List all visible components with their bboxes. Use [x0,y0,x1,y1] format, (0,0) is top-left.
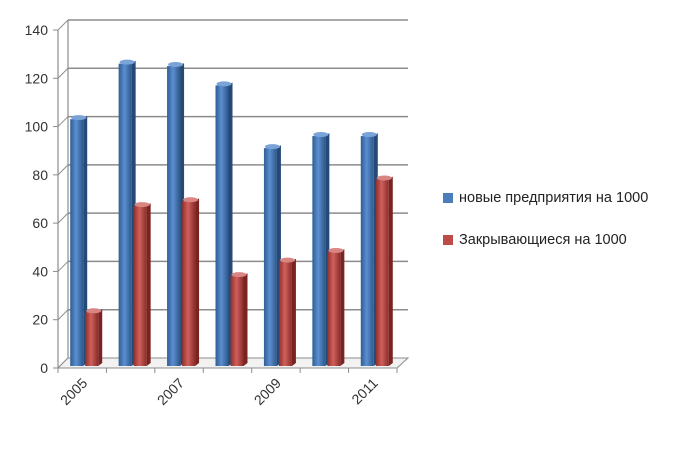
y-tick-label: 80 [32,167,48,183]
gridline-40 [57,261,69,272]
bar-new-2011 [360,132,378,366]
bar-new-2009 [263,144,281,366]
y-tick-label: 60 [32,215,48,231]
y-tick-label: 20 [32,312,48,328]
gridline-20 [57,309,69,321]
legend-swatch-red [443,235,453,245]
y-tick-label: 140 [25,22,49,38]
y-tick-label: 40 [32,263,48,279]
bars [70,59,393,367]
x-tick-label-2009: 2009 [251,375,284,408]
x-tick-label-2007: 2007 [154,375,187,408]
gridline-140 [57,19,69,31]
bar-closing-2010 [327,247,345,366]
legend-item-new-enterprises: новые предприятия на 1000 [443,186,673,210]
legend-item-closing: Закрывающиеся на 1000 [443,228,673,252]
bar-closing-2009 [278,257,296,366]
bar-closing-2005 [85,308,103,366]
y-axis-tick-labels: 0 20 40 60 80 100 120 140 [25,22,58,376]
bar-new-2005 [70,115,88,367]
left-wall-edge [57,20,69,369]
legend: новые предприятия на 1000 Закрывающиеся … [443,186,673,252]
y-tick-label: 0 [40,360,48,376]
y-tick-label: 100 [25,119,49,135]
bar-new-2010 [312,132,330,366]
gridline-120 [57,67,69,79]
bar-new-2007 [167,62,185,367]
legend-label-closing: Закрывающиеся на 1000 [459,232,627,248]
gridline-60 [57,212,69,224]
x-tick-label-2011: 2011 [348,375,381,408]
bar-new-2008 [215,81,233,366]
legend-swatch-blue [443,193,453,203]
bar-closing-2007 [182,197,200,366]
x-tick-label-2005: 2005 [57,375,90,408]
bar-closing-2008 [230,272,248,366]
x-axis-tick-labels: 2005 2007 2009 2011 [57,368,398,408]
gridline-100 [57,116,69,127]
legend-label-new-enterprises: новые предприятия на 1000 [459,190,649,206]
bar-closing-2006 [133,202,151,366]
bar-closing-2011 [375,175,393,366]
gridline-80 [57,164,69,176]
y-tick-label: 120 [25,70,49,86]
bar-new-2006 [118,59,136,366]
